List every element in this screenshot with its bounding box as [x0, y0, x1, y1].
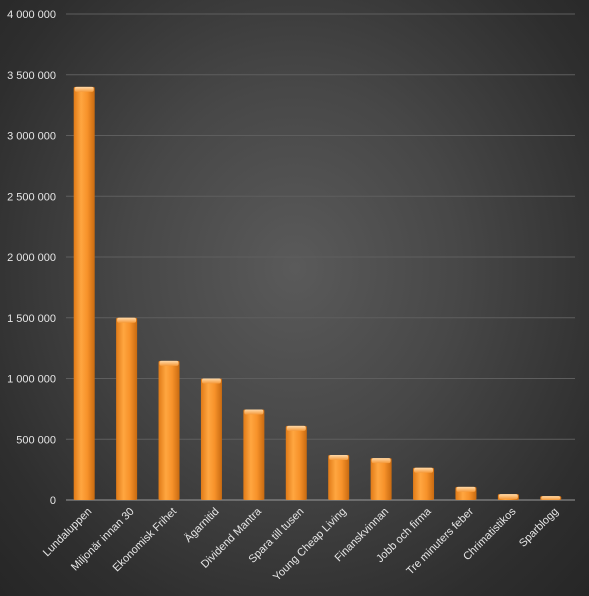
- y-tick-label: 3 500 000: [7, 70, 56, 82]
- bar-body: [116, 317, 138, 500]
- bar: [413, 467, 435, 500]
- gridlines: [66, 13, 575, 501]
- bar-cap: [201, 378, 221, 384]
- bar-body: [158, 360, 180, 500]
- bar-body: [200, 378, 222, 500]
- bar: [73, 86, 95, 501]
- x-tick-label: Ägarnitid: [182, 506, 221, 545]
- bar-body: [285, 425, 307, 500]
- y-tick-label: 1 500 000: [7, 313, 56, 325]
- bar: [455, 486, 477, 500]
- bar: [200, 378, 222, 500]
- bar-body: [328, 455, 350, 500]
- bar-body: [243, 409, 265, 500]
- bar-body: [370, 458, 392, 500]
- bar-body: [73, 86, 95, 501]
- y-tick-label: 0: [50, 495, 56, 507]
- bar-cap: [159, 360, 179, 366]
- bar-cap: [286, 425, 306, 431]
- bar: [158, 360, 180, 500]
- x-tick-label: Sparblogg: [517, 506, 561, 550]
- bar-cap: [541, 496, 561, 500]
- bar-cap: [74, 86, 94, 92]
- y-tick-label: 1 000 000: [7, 374, 56, 386]
- y-tick-label: 500 000: [16, 434, 56, 446]
- bar: [497, 494, 519, 500]
- y-tick-label: 2 500 000: [7, 191, 56, 203]
- bar: [116, 317, 138, 500]
- bar-body: [413, 467, 435, 500]
- y-axis-ticks: 0 500 000 1 000 000 1 500 000 2 000 000 2 500…: [7, 9, 56, 507]
- y-tick-label: 2 000 000: [7, 252, 56, 264]
- bar: [328, 455, 350, 500]
- bar: [243, 409, 265, 500]
- bar: [285, 425, 307, 500]
- bar-cap: [371, 458, 391, 464]
- x-tick-label: Young Cheap Living: [271, 506, 349, 584]
- bar: [370, 458, 392, 500]
- bar: [540, 496, 562, 500]
- bars: [73, 86, 562, 501]
- bar-cap: [329, 455, 349, 461]
- y-tick-label: 4 000 000: [7, 9, 56, 21]
- bar-cap: [414, 467, 434, 473]
- bar-cap: [498, 494, 518, 500]
- bar-cap: [244, 409, 264, 415]
- bar-cap: [456, 486, 476, 492]
- bar-cap: [117, 317, 137, 323]
- y-tick-label: 3 000 000: [7, 131, 56, 143]
